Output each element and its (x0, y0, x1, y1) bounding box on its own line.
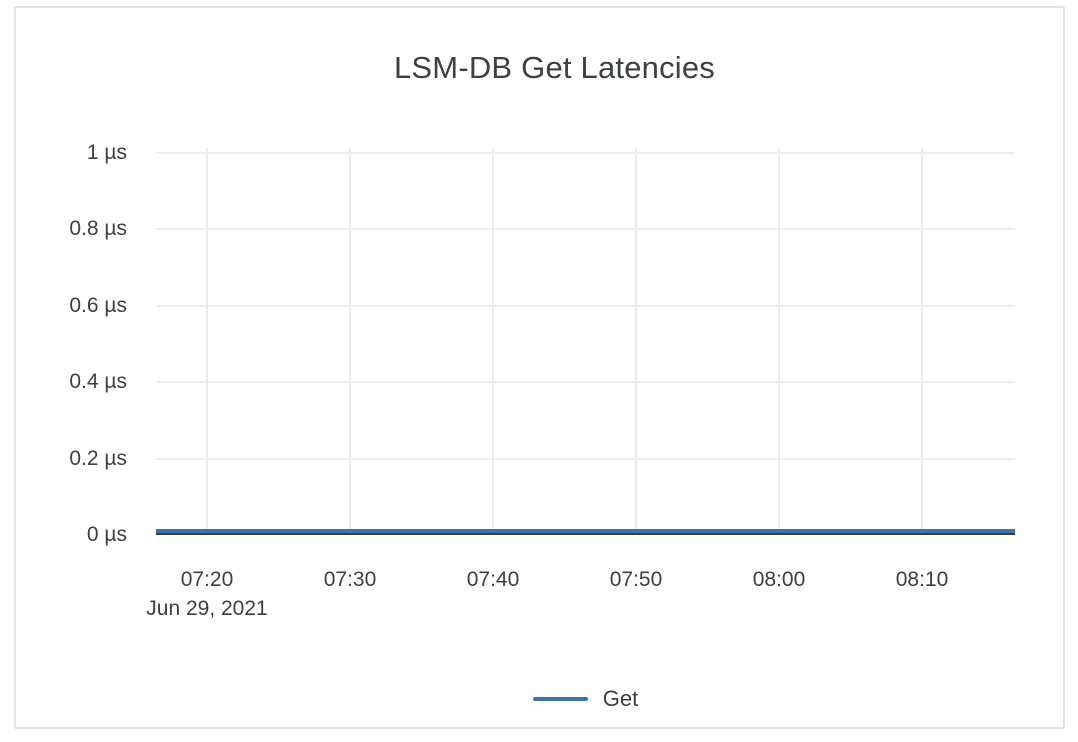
gridline-horizontal (156, 152, 1015, 154)
x-axis-date-label: Jun 29, 2021 (146, 597, 268, 620)
y-tick-label: 1 µs (86, 141, 127, 164)
gridline-horizontal (156, 228, 1015, 231)
y-tick-label: 0 µs (86, 523, 127, 546)
y-tick-label: 0.8 µs (69, 217, 127, 241)
legend-item-get[interactable]: Get (532, 686, 639, 712)
x-tick-label: 07:20 (180, 568, 234, 591)
legend: Get (156, 686, 1015, 712)
x-tick-label: 08:00 (752, 568, 806, 591)
gridline-horizontal (156, 381, 1015, 384)
y-tick-label: 0.2 µs (69, 446, 127, 470)
plot-area[interactable] (156, 148, 1015, 535)
gridline-vertical (492, 148, 494, 529)
gridline-vertical (635, 148, 637, 529)
chart-card: LSM-DB Get Latencies 1 µs 0.8 µs 0.6 µs 0.4… (14, 6, 1065, 729)
chart-title: LSM-DB Get Latencies (393, 50, 716, 85)
gridline-vertical (921, 148, 923, 529)
legend-line-swatch-get (532, 697, 588, 701)
legend-label-get: Get (602, 686, 639, 711)
gridline-horizontal (156, 457, 1015, 460)
x-tick-label: 07:40 (466, 568, 520, 591)
x-tick-label: 07:50 (609, 568, 663, 591)
gridline-vertical (778, 148, 780, 529)
x-tick-label: 07:30 (323, 568, 377, 591)
gridline-vertical (206, 148, 208, 529)
gridline-vertical (349, 148, 351, 529)
y-tick-label: 0.6 µs (69, 293, 127, 317)
x-tick-label: 08:10 (895, 568, 949, 591)
x-axis-line (156, 533, 1015, 535)
series-line-get (156, 529, 1015, 533)
gridline-horizontal (156, 304, 1015, 307)
y-tick-label: 0.4 µs (69, 370, 127, 394)
